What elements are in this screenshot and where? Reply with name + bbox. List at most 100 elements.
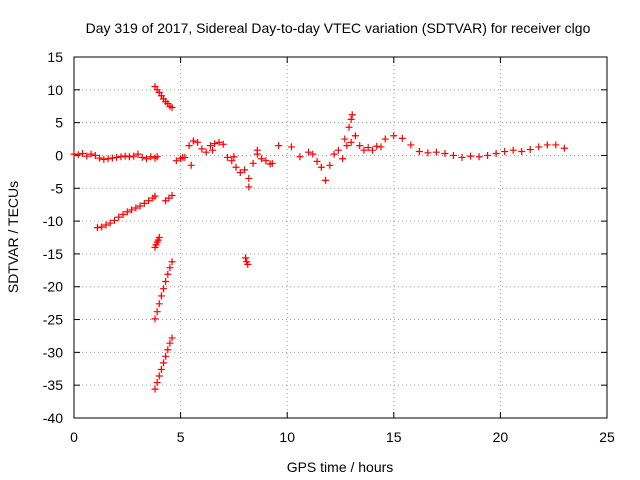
data-point — [164, 346, 172, 354]
y-axis-label: SDTVAR / TECUs — [5, 181, 21, 293]
data-point — [341, 135, 349, 143]
data-point — [83, 152, 91, 160]
data-point — [189, 137, 197, 145]
data-point — [244, 260, 252, 268]
data-point — [106, 219, 114, 227]
data-point — [287, 143, 295, 151]
data-point — [305, 148, 313, 156]
data-point — [526, 146, 534, 154]
data-point — [138, 153, 146, 161]
data-series — [151, 334, 176, 393]
data-point — [345, 123, 353, 131]
data-point — [509, 146, 517, 154]
data-point — [368, 146, 376, 154]
y-tick-label: 15 — [47, 49, 63, 65]
data-point — [230, 153, 238, 161]
data-point — [224, 153, 232, 161]
data-point — [130, 152, 138, 160]
y-tick-label: 0 — [55, 147, 63, 163]
data-point — [166, 339, 174, 347]
data-point — [501, 148, 509, 156]
data-point — [74, 151, 82, 159]
data-point — [424, 149, 432, 157]
data-point — [70, 150, 78, 158]
data-point — [390, 132, 398, 140]
data-point — [151, 192, 159, 200]
data-point — [275, 142, 283, 150]
data-point — [96, 154, 104, 162]
data-point — [162, 352, 170, 360]
data-point — [132, 204, 140, 212]
y-tick-label: -40 — [43, 410, 63, 426]
data-point — [356, 142, 364, 150]
data-point — [245, 174, 253, 182]
plot-frame — [73, 56, 608, 419]
data-point — [360, 146, 368, 154]
data-point — [153, 379, 161, 387]
data-point — [432, 148, 440, 156]
x-tick-label: 0 — [70, 429, 78, 445]
y-tick-label: 5 — [55, 115, 63, 131]
data-point — [364, 144, 372, 152]
data-point — [381, 135, 389, 143]
data-point — [377, 143, 385, 151]
data-series — [275, 111, 385, 184]
data-point — [245, 183, 253, 191]
y-tick-label: -5 — [51, 180, 64, 196]
data-point — [168, 191, 176, 199]
data-series — [151, 234, 163, 251]
data-point — [87, 150, 95, 158]
data-point — [441, 149, 449, 157]
data-point — [347, 115, 355, 123]
data-points — [70, 83, 568, 393]
data-point — [475, 153, 483, 161]
data-point — [407, 141, 415, 149]
data-point — [334, 146, 342, 154]
data-point — [93, 224, 101, 232]
data-point — [209, 146, 217, 154]
data-point — [373, 142, 381, 150]
data-point — [348, 111, 356, 119]
data-point — [317, 163, 325, 171]
x-tick-label: 10 — [279, 429, 295, 445]
data-point — [228, 157, 236, 165]
data-point — [398, 134, 406, 142]
data-point — [249, 159, 257, 167]
data-point — [134, 150, 142, 158]
data-point — [155, 372, 163, 380]
data-point — [492, 149, 500, 157]
x-tick-label: 5 — [177, 429, 185, 445]
data-point — [147, 153, 155, 161]
data-point — [162, 277, 170, 285]
y-tick-label: -20 — [43, 279, 63, 295]
y-tick-label: -30 — [43, 344, 63, 360]
data-point — [145, 197, 153, 205]
data-point — [296, 153, 304, 161]
y-tick-label: -10 — [43, 213, 63, 229]
y-tick-label: -15 — [43, 246, 63, 262]
data-point — [185, 142, 193, 150]
data-point — [215, 138, 223, 146]
y-tick-label: -35 — [43, 377, 63, 393]
data-point — [262, 157, 270, 165]
data-point — [202, 148, 210, 156]
data-point — [241, 166, 249, 174]
data-point — [552, 141, 560, 149]
data-point — [160, 359, 168, 367]
data-series — [151, 83, 176, 112]
data-point — [322, 176, 330, 184]
data-point — [168, 334, 176, 342]
data-point — [339, 155, 347, 163]
data-point — [268, 159, 276, 167]
data-point — [115, 213, 123, 221]
data-point — [119, 211, 127, 219]
data-point — [168, 258, 176, 266]
data-point — [168, 104, 176, 112]
data-series — [70, 149, 161, 163]
axis-ticks: 15 10 5 0 -5 -10 -15 -20 -25 -30 -35 -40 0 5 10 15 20 25 — [43, 49, 615, 445]
data-point — [160, 285, 168, 293]
data-point — [253, 146, 261, 154]
data-point — [467, 152, 475, 160]
data-point — [347, 138, 355, 146]
data-point — [326, 161, 334, 169]
